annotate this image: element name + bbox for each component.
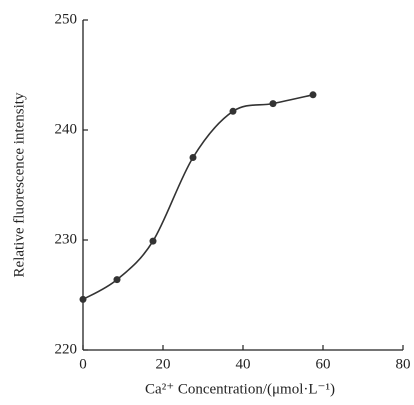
y-axis-title: Relative fluorescence intensity <box>11 92 27 277</box>
y-tick-label: 240 <box>55 121 78 137</box>
y-tick-label: 230 <box>55 231 78 247</box>
point <box>149 237 157 245</box>
point <box>309 91 317 99</box>
point <box>269 100 277 108</box>
point <box>79 295 87 303</box>
point <box>113 276 121 284</box>
line <box>82 94 314 301</box>
point <box>189 154 197 161</box>
x-tick-label: 0 <box>79 356 87 372</box>
x-tick-label: 80 <box>396 356 411 372</box>
x-tick-label: 40 <box>236 356 251 372</box>
y-tick-label: 220 <box>55 341 78 357</box>
y-tick-label: 250 <box>55 11 78 27</box>
point <box>229 107 237 115</box>
x-tick-label: 20 <box>156 356 171 372</box>
x-axis-title: Ca²⁺ Concentration/(μmol·L⁻¹) <box>145 381 335 397</box>
x-tick-label: 60 <box>316 356 331 372</box>
